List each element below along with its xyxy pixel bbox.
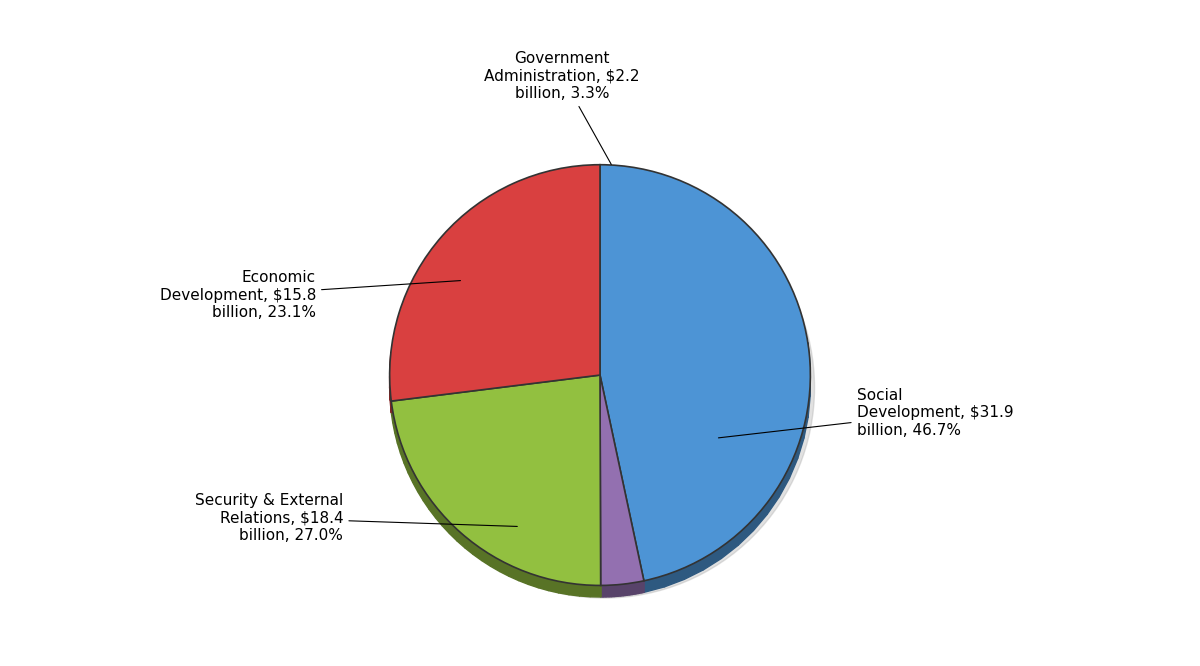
Polygon shape — [404, 452, 408, 473]
Polygon shape — [628, 583, 629, 595]
Polygon shape — [392, 412, 395, 434]
Wedge shape — [600, 375, 644, 585]
Polygon shape — [808, 342, 810, 375]
Text: Economic
Development, $15.8
billion, 23.1%: Economic Development, $15.8 billion, 23.… — [160, 270, 461, 320]
Polygon shape — [629, 583, 631, 595]
Polygon shape — [779, 467, 790, 497]
Polygon shape — [397, 432, 401, 454]
Polygon shape — [600, 375, 644, 592]
Polygon shape — [808, 385, 810, 418]
Polygon shape — [798, 427, 804, 459]
Polygon shape — [499, 560, 509, 576]
Polygon shape — [590, 585, 601, 597]
Ellipse shape — [394, 177, 815, 598]
Polygon shape — [631, 583, 632, 595]
Polygon shape — [605, 585, 607, 597]
Wedge shape — [600, 165, 810, 581]
Polygon shape — [481, 549, 491, 566]
Polygon shape — [391, 375, 600, 413]
Polygon shape — [559, 581, 569, 595]
Polygon shape — [401, 442, 404, 464]
Polygon shape — [616, 585, 617, 597]
Polygon shape — [640, 581, 641, 593]
Polygon shape — [518, 569, 528, 585]
Polygon shape — [548, 579, 559, 593]
Polygon shape — [528, 573, 539, 588]
Polygon shape — [617, 585, 619, 596]
Polygon shape — [620, 584, 622, 596]
Polygon shape — [391, 375, 600, 413]
Polygon shape — [644, 575, 665, 592]
Polygon shape — [569, 583, 580, 596]
Polygon shape — [607, 585, 608, 597]
Polygon shape — [424, 490, 430, 509]
Polygon shape — [641, 581, 642, 593]
Polygon shape — [457, 529, 464, 548]
Polygon shape — [608, 585, 610, 597]
Text: Social
Development, $31.9
billion, 46.7%: Social Development, $31.9 billion, 46.7% — [719, 388, 1013, 438]
Polygon shape — [418, 480, 424, 501]
Wedge shape — [391, 375, 601, 585]
Polygon shape — [703, 547, 721, 570]
Polygon shape — [395, 422, 397, 444]
Polygon shape — [619, 585, 620, 596]
Polygon shape — [636, 582, 638, 594]
Polygon shape — [464, 536, 473, 555]
Text: Government
Administration, $2.2
billion, 3.3%: Government Administration, $2.2 billion,… — [485, 51, 640, 165]
Polygon shape — [767, 486, 779, 514]
Polygon shape — [443, 514, 450, 533]
Polygon shape — [408, 462, 413, 483]
Polygon shape — [625, 584, 626, 595]
Polygon shape — [721, 534, 738, 559]
Polygon shape — [580, 585, 590, 597]
Polygon shape — [611, 585, 613, 597]
Polygon shape — [509, 565, 518, 581]
Polygon shape — [473, 543, 481, 561]
Polygon shape — [638, 581, 640, 593]
Polygon shape — [632, 583, 634, 595]
Polygon shape — [626, 583, 628, 595]
Polygon shape — [754, 503, 767, 531]
Polygon shape — [804, 406, 808, 438]
Polygon shape — [436, 506, 443, 526]
Polygon shape — [635, 582, 636, 594]
Polygon shape — [623, 584, 625, 595]
Polygon shape — [600, 375, 644, 592]
Wedge shape — [390, 165, 600, 401]
Polygon shape — [430, 498, 436, 518]
Polygon shape — [450, 522, 457, 541]
Polygon shape — [491, 555, 499, 571]
Polygon shape — [738, 519, 754, 545]
Polygon shape — [539, 576, 548, 591]
Polygon shape — [614, 585, 616, 597]
Polygon shape — [790, 447, 798, 478]
Polygon shape — [604, 585, 605, 597]
Polygon shape — [413, 471, 418, 492]
Polygon shape — [601, 585, 602, 597]
Polygon shape — [610, 585, 611, 597]
Polygon shape — [634, 583, 635, 594]
Polygon shape — [642, 581, 644, 593]
Polygon shape — [684, 558, 703, 579]
Polygon shape — [391, 401, 392, 423]
Polygon shape — [665, 568, 684, 587]
Polygon shape — [622, 584, 623, 596]
Polygon shape — [602, 585, 604, 597]
Polygon shape — [613, 585, 614, 597]
Text: Security & External
Relations, $18.4
billion, 27.0%: Security & External Relations, $18.4 bil… — [196, 494, 517, 543]
